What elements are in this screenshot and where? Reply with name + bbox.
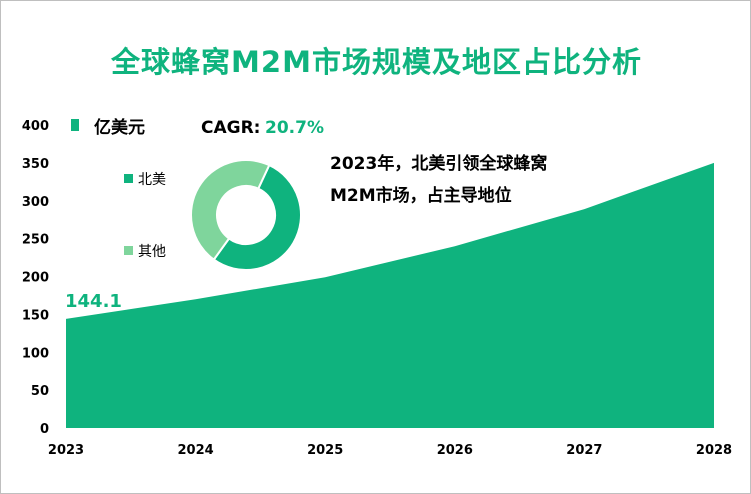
x-tick-label: 2026 — [437, 443, 473, 458]
area-series — [66, 162, 714, 428]
y-tick-label: 150 — [22, 308, 49, 323]
chart-title: 全球蜂窝M2M市场规模及地区占比分析 — [111, 45, 642, 79]
y-tick-label: 350 — [22, 157, 49, 172]
annotation-text: M2M市场，占主导地位 — [330, 185, 512, 206]
y-tick-label: 50 — [31, 384, 49, 399]
y-tick-label: 0 — [40, 422, 49, 437]
x-tick-label: 2028 — [696, 443, 732, 458]
y-tick-label: 100 — [22, 346, 49, 361]
cagr-label: CAGR: — [201, 118, 260, 138]
x-tick-label: 2027 — [566, 443, 602, 458]
annotation-text: 2023年，北美引领全球蜂窝 — [330, 153, 547, 174]
x-tick-label: 2025 — [307, 443, 343, 458]
legend-marker — [71, 119, 79, 131]
data-label: 144.1 — [65, 291, 122, 312]
pie-legend-label: 其他 — [138, 244, 166, 260]
y-tick-label: 400 — [22, 119, 49, 134]
x-tick-label: 2023 — [48, 443, 84, 458]
donut-slice — [212, 163, 302, 271]
pie-legend-marker — [124, 174, 133, 183]
unit-label: 亿美元 — [94, 117, 145, 138]
y-tick-label: 200 — [22, 271, 49, 286]
x-tick-label: 2024 — [178, 443, 214, 458]
y-tick-label: 250 — [22, 233, 49, 248]
y-tick-label: 300 — [22, 195, 49, 210]
donut-slice — [190, 158, 271, 262]
pie-legend-marker — [124, 246, 133, 255]
pie-legend-label: 北美 — [138, 172, 166, 188]
cagr-value: 20.7% — [265, 118, 324, 138]
